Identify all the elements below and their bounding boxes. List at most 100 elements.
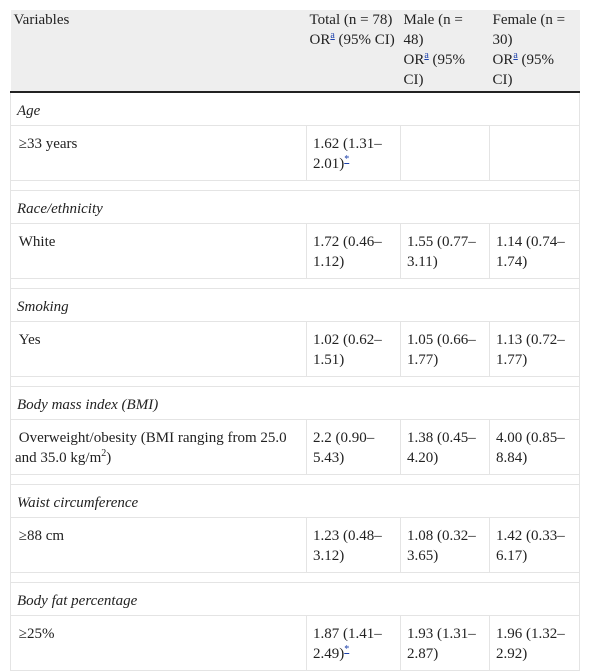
header-cell: Total (n = 78) ORa (95% CI) [306,10,401,93]
row-label-text: Yes [18,332,41,348]
value-text: 1.05 (0.66–1.77) [407,332,476,368]
superscript: 2 [101,448,107,459]
table-body: Age ≥33 years 1.62 (1.31–2.01)* Race/ethni… [10,91,580,671]
value-text: 1.62 (1.31–2.01) [313,136,382,172]
value-text: 2.2 (0.90–5.43) [313,430,375,466]
row-label-text: ≥25% [18,626,55,642]
section-row: Smoking [10,288,580,322]
value-cell: 1.87 (1.41–2.49)* [306,615,401,671]
section-title: Smoking [10,288,580,322]
results-table: Variables Total (n = 78) ORa (95% CI) Male… [10,10,580,671]
section-row: Race/ethnicity [10,190,580,224]
header-cell: Male (n = 48) ORa (95% CI) [400,10,490,93]
footnote-link[interactable]: a [513,50,518,61]
value-text: 1.02 (0.62–1.51) [313,332,382,368]
or-label: OR [309,32,331,48]
ci-label: (95% CI) [492,52,555,88]
row-label: ≥88 cm [10,517,307,573]
value-cell: 1.93 (1.31–2.87) [400,615,490,671]
data-row: Yes 1.02 (0.62–1.51) 1.05 (0.66–1.77) 1.13 … [10,321,580,377]
page: Variables Total (n = 78) ORa (95% CI) Male… [10,10,580,671]
footnote-marker: a [513,50,517,61]
value-text: 1.55 (0.77–3.11) [407,234,476,270]
or-label: OR [403,52,425,68]
value-cell [489,125,580,181]
row-label: White [10,223,307,279]
column-label: Female (n = 30) [492,12,566,48]
value-text: 1.13 (0.72–1.77) [496,332,565,368]
value-cell: 1.14 (0.74–1.74) [489,223,580,279]
value-cell: 1.55 (0.77–3.11) [400,223,490,279]
section-title: Waist circumference [10,484,580,518]
section-title: Body mass index (BMI) [10,386,580,420]
section-title: Race/ethnicity [10,190,580,224]
value-text: 1.08 (0.32–3.65) [407,528,476,564]
header-row: Variables Total (n = 78) ORa (95% CI) Male… [10,10,580,93]
section-row: Age [10,91,580,126]
spacer-row [10,278,580,289]
value-text: 1.96 (1.32–2.92) [496,626,565,662]
section-title: Body fat percentage [10,582,580,616]
data-row: ≥25% 1.87 (1.41–2.49)* 1.93 (1.31–2.87) 1.9… [10,615,580,671]
header-cell: Female (n = 30) ORa (95% CI) [489,10,580,93]
section-row: Body mass index (BMI) [10,386,580,420]
spacer-cell [10,474,580,485]
value-text: 1.42 (0.33–6.17) [496,528,565,564]
value-text: 4.00 (0.85–8.84) [496,430,565,466]
value-text: 1.38 (0.45–4.20) [407,430,476,466]
row-label: ≥25% [10,615,307,671]
value-cell: 1.02 (0.62–1.51) [306,321,401,377]
footnote-link[interactable]: a [424,50,429,61]
data-row: Overweight/obesity (BMI ranging from 25.… [10,419,580,475]
data-row: White 1.72 (0.46–1.12) 1.55 (0.77–3.11) 1.1… [10,223,580,279]
section-title: Age [10,91,580,126]
spacer-row [10,376,580,387]
data-row: ≥33 years 1.62 (1.31–2.01)* [10,125,580,181]
section-row: Body fat percentage [10,582,580,616]
value-cell: 1.42 (0.33–6.17) [489,517,580,573]
column-label: Male (n = 48) [403,12,463,48]
footnote-marker: * [344,644,349,655]
footnote-link[interactable]: a [330,30,335,41]
footnote-link[interactable]: * [344,644,350,655]
spacer-cell [10,376,580,387]
value-cell: 2.2 (0.90–5.43) [306,419,401,475]
row-label-text: White [18,234,56,250]
or-label: OR [492,52,514,68]
value-cell: 1.13 (0.72–1.77) [489,321,580,377]
spacer-row [10,180,580,191]
spacer-cell [10,278,580,289]
row-label: Overweight/obesity (BMI ranging from 25.… [10,419,307,475]
footnote-link[interactable]: * [344,154,350,165]
value-text: 1.93 (1.31–2.87) [407,626,476,662]
ci-label: (95% CI) [403,52,466,88]
footnote-marker: a [424,50,428,61]
value-cell: 1.38 (0.45–4.20) [400,419,490,475]
section-row: Waist circumference [10,484,580,518]
row-label: ≥33 years [10,125,307,181]
value-text: 1.72 (0.46–1.12) [313,234,382,270]
footnote-marker: * [344,154,349,165]
spacer-row [10,474,580,485]
value-cell: 1.96 (1.32–2.92) [489,615,580,671]
value-text: 1.23 (0.48–3.12) [313,528,382,564]
value-cell: 4.00 (0.85–8.84) [489,419,580,475]
spacer-cell [10,180,580,191]
ci-label: (95% CI) [338,32,395,48]
column-label: Total (n = 78) [309,12,393,28]
row-label-end: ) [106,450,112,466]
header-cell: Variables [10,10,307,93]
footnote-marker: a [330,30,334,41]
spacer-cell [10,572,580,583]
data-row: ≥88 cm 1.23 (0.48–3.12) 1.08 (0.32–3.65) 1.… [10,517,580,573]
value-cell [400,125,490,181]
row-label-text: ≥88 cm [18,528,65,544]
row-label-text: Overweight/obesity (BMI ranging from 25.… [15,430,287,466]
value-cell: 1.72 (0.46–1.12) [306,223,401,279]
spacer-row [10,572,580,583]
value-cell: 1.05 (0.66–1.77) [400,321,490,377]
value-cell: 1.23 (0.48–3.12) [306,517,401,573]
value-cell: 1.62 (1.31–2.01)* [306,125,401,181]
row-label-text: ≥33 years [18,136,78,152]
value-text: 1.14 (0.74–1.74) [496,234,565,270]
